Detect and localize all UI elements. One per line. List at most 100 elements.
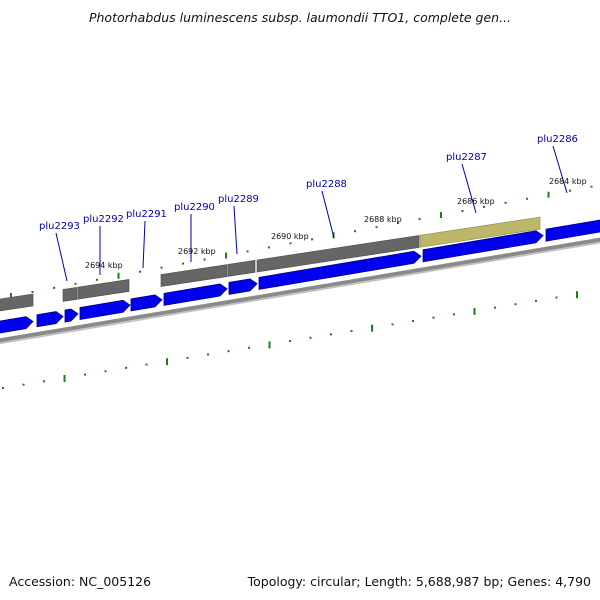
outer-tick	[526, 197, 528, 200]
outer-tick	[504, 201, 507, 204]
kbp-label: 2694 kbp	[85, 261, 123, 270]
gene-label-plu2293[interactable]: plu2293	[39, 221, 80, 232]
outer-tick	[74, 282, 77, 285]
inner-tick	[514, 303, 517, 306]
gene-arrow[interactable]	[258, 250, 422, 290]
inner-tick	[330, 333, 332, 336]
gene-label-plu2287[interactable]: plu2287	[446, 152, 487, 163]
outer-tick	[182, 262, 184, 265]
inner-tick	[43, 380, 45, 383]
inner-tick	[453, 313, 455, 316]
outer-tick	[461, 209, 464, 212]
gene-arrow[interactable]	[0, 316, 34, 335]
gene-track	[0, 219, 600, 334]
inner-tick	[309, 336, 312, 339]
outer-tick	[160, 266, 163, 269]
inner-tick	[350, 330, 353, 333]
kbp-label: 2690 kbp	[271, 232, 309, 241]
outer-tick	[225, 252, 227, 259]
outer-tick	[547, 191, 550, 198]
outer-tick	[10, 293, 12, 299]
gene-arrow[interactable]	[163, 283, 228, 306]
outer-tick	[268, 246, 270, 249]
outer-tick	[139, 270, 141, 273]
cds-bar[interactable]	[160, 264, 228, 287]
cds-bar[interactable]	[227, 259, 256, 277]
cds-bar[interactable]	[256, 235, 420, 273]
genome-summary-text: Topology: circular; Length: 5,688,987 bp…	[247, 574, 591, 589]
gene-arrow[interactable]	[64, 308, 79, 323]
gene-arrow[interactable]	[79, 299, 131, 321]
cds-track	[0, 216, 541, 313]
gene-arrow[interactable]	[130, 294, 163, 312]
outer-tick	[96, 278, 98, 281]
outer-tick	[289, 242, 292, 245]
outer-tick	[117, 272, 120, 279]
cds-bar[interactable]	[0, 293, 34, 313]
inner-tick	[145, 363, 148, 366]
label-leader-lines	[55, 145, 568, 282]
inner-tick	[166, 358, 168, 366]
outer-tick	[397, 222, 399, 225]
gene-label-plu2288[interactable]: plu2288	[306, 179, 347, 190]
genome-backbone	[0, 237, 600, 343]
kbp-label: 2686 kbp	[457, 197, 495, 206]
gene-arrow[interactable]	[545, 219, 600, 242]
gene-arrow[interactable]	[36, 311, 64, 328]
outer-tick	[483, 205, 485, 208]
inner-tick	[432, 316, 435, 319]
outer-tick	[246, 250, 249, 253]
cds-bar[interactable]	[77, 279, 130, 300]
inner-tick-marks	[2, 291, 578, 389]
inner-tick	[289, 340, 291, 343]
outer-tick	[569, 189, 571, 192]
gene-label-plu2292[interactable]: plu2292	[83, 214, 124, 225]
outer-tick	[354, 230, 356, 233]
gene-arrow[interactable]	[422, 230, 544, 263]
leader-line	[461, 163, 477, 214]
cds-bar[interactable]	[62, 286, 78, 302]
inner-tick	[473, 307, 476, 315]
outer-tick	[31, 290, 34, 293]
gene-arrow[interactable]	[228, 278, 258, 295]
leader-line	[142, 220, 146, 269]
outer-tick	[440, 212, 442, 218]
inner-tick	[535, 299, 537, 302]
gene-label-plu2286[interactable]: plu2286	[537, 134, 578, 145]
genome-backbone-shadow	[0, 241, 600, 345]
outer-tick	[53, 286, 55, 289]
inner-tick	[104, 370, 107, 373]
map-title: Photorhabdus luminescens subsp. laumondi…	[88, 10, 512, 25]
gene-label-plu2291[interactable]: plu2291	[126, 209, 167, 220]
outer-tick	[375, 226, 378, 229]
inner-tick	[84, 373, 86, 376]
kbp-labels: 2684 kbp 2686 kbp 2688 kbp 2690 kbp 2692 kbp…	[85, 177, 587, 270]
outer-tick	[590, 185, 593, 188]
accession-text: Accession: NC_005126	[9, 574, 152, 589]
inner-tick	[207, 353, 209, 356]
inner-tick	[63, 374, 66, 382]
inner-tick	[125, 366, 127, 369]
inner-tick	[494, 306, 496, 309]
outer-tick	[203, 258, 206, 261]
inner-tick	[371, 324, 373, 332]
inner-tick	[248, 346, 250, 349]
inner-tick	[412, 320, 414, 322]
inner-tick	[227, 350, 230, 353]
leader-line	[552, 145, 568, 194]
inner-tick	[186, 356, 189, 359]
inner-tick	[576, 291, 578, 299]
gene-label-plu2290[interactable]: plu2290	[174, 202, 215, 213]
inner-tick	[2, 387, 4, 389]
gene-label-plu2289[interactable]: plu2289	[218, 194, 259, 205]
outer-tick	[311, 238, 313, 241]
inner-tick	[268, 341, 271, 349]
leader-line	[321, 190, 335, 239]
kbp-label: 2684 kbp	[549, 177, 587, 186]
outer-tick	[418, 218, 421, 221]
cds-bar-highlighted[interactable]	[419, 216, 541, 248]
leader-line	[55, 232, 68, 282]
inner-tick	[555, 296, 558, 299]
